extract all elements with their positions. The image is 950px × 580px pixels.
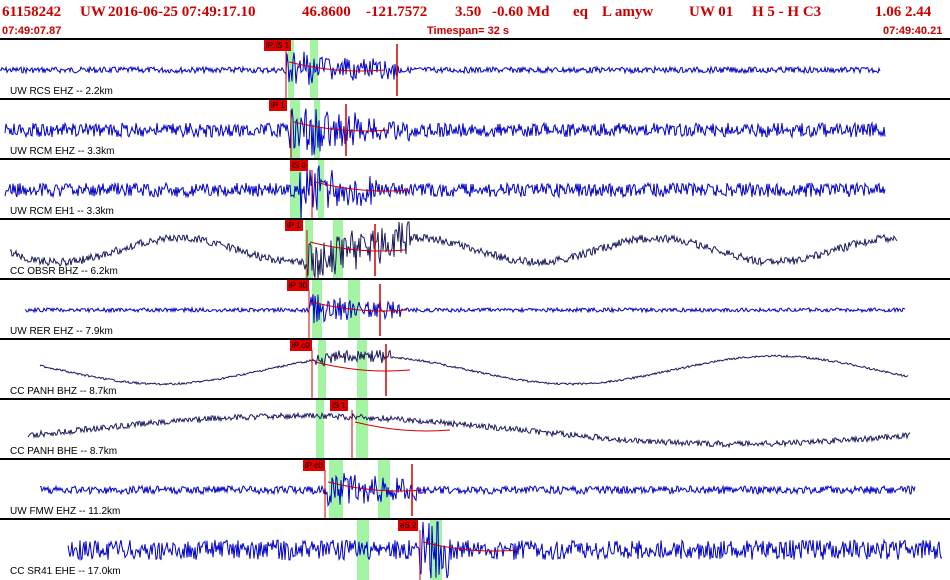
event-magnitude: -0.60 Md [492, 4, 550, 20]
phase-window-band [310, 40, 318, 100]
seismogram-panel[interactable]: iP 1 CC OBSR BHZ -- 6.2km [0, 218, 950, 280]
phase-pick-flag[interactable]: iP 30 [287, 280, 310, 291]
phase-window-band [329, 460, 343, 520]
station-label: CC SR41 EHE -- 17.0km [10, 566, 121, 577]
waveform-line [27, 411, 911, 449]
event-values: 1.06 2.44 [875, 4, 932, 20]
event-lon: -121.7572 [366, 4, 428, 20]
phase-window-band [316, 400, 324, 460]
waveform-trace [67, 521, 943, 580]
event-header: 61158242 UW 2016-06-25 07:49:17.10 46.86… [0, 0, 950, 24]
phase-pick-flag[interactable]: iP c0 [303, 460, 325, 471]
event-depth: 3.50 [455, 4, 482, 20]
phase-window-band [318, 340, 326, 400]
station-label: CC PANH BHZ -- 8.7km [10, 386, 117, 397]
waveform-line [0, 51, 881, 85]
waveform-line [39, 472, 916, 507]
phase-pick-flag[interactable]: iP c0 [290, 340, 312, 351]
waveform-trace [39, 464, 916, 520]
event-id: 61158242 [2, 4, 62, 20]
model-curve [293, 121, 390, 132]
seismogram-panel[interactable]: iS 0 UW RCM EH1 -- 3.3km [0, 158, 950, 220]
phase-window-band [333, 220, 343, 280]
station-label: UW FMW EHZ -- 11.2km [10, 506, 121, 517]
event-type: eq [573, 4, 588, 20]
model-curve [288, 61, 385, 72]
phase-window-band [356, 400, 368, 460]
event-lat: 46.8600 [302, 4, 351, 20]
phase-window-band [290, 100, 300, 160]
timespan-label: Timespan= 32 s [427, 25, 510, 37]
station-label: UW RCS EHZ -- 2.2km [10, 86, 113, 97]
waveform-trace [0, 44, 881, 100]
phase-pick-flag[interactable]: iS 1 [330, 400, 348, 411]
station-label: UW RER EHZ -- 7.9km [10, 326, 113, 337]
event-network: UW [80, 4, 106, 20]
phase-window-band [318, 160, 324, 220]
model-curve [422, 541, 519, 552]
waveform-line [4, 165, 886, 219]
phase-pick-flag[interactable]: iP 1 [269, 100, 287, 111]
seismogram-panel[interactable]: iP 1 UW RCM EHZ -- 3.3km [0, 98, 950, 160]
phase-pick-flag[interactable]: iS 0 [290, 160, 308, 171]
event-datetime: 2016-06-25 07:49:17.10 [108, 4, 256, 20]
waveform-line [24, 294, 906, 324]
event-quality: H 5 - H C3 [752, 4, 822, 20]
seismogram-panel[interactable]: iP:iS 1 UW RCS EHZ -- 2.2km [0, 38, 950, 100]
seismogram-panel[interactable]: iP 30 UW RER EHZ -- 7.9km [0, 278, 950, 340]
waveform-trace [4, 104, 886, 160]
model-curve [327, 481, 424, 492]
waveform-line [39, 349, 909, 386]
seismogram-panel[interactable]: eS 2 CC SR41 EHE -- 17.0km [0, 518, 950, 580]
model-curve [354, 421, 451, 432]
model-curve [314, 181, 411, 192]
waveform-trace [39, 344, 909, 400]
model-curve [309, 241, 406, 252]
station-label: CC PANH BHE -- 8.7km [10, 446, 118, 457]
waveform-trace [9, 221, 898, 280]
waveform-trace [27, 410, 911, 460]
seismogram-panel[interactable]: iS 1 CC PANH BHE -- 8.7km [0, 398, 950, 460]
waveform-line [67, 521, 943, 579]
phase-pick-flag[interactable]: eS 2 [398, 520, 419, 531]
start-time: 07:49:07.87 [2, 25, 62, 37]
seismogram-panels: iP:iS 1 UW RCS EHZ -- 2.2km iP 1 UW RCM EHZ… [0, 38, 950, 580]
station-label: CC OBSR BHZ -- 6.2km [10, 266, 118, 277]
seismogram-panel[interactable]: iP c0 UW FMW EHZ -- 11.2km [0, 458, 950, 520]
seismogram-panel[interactable]: iP c0 CC PANH BHZ -- 8.7km [0, 338, 950, 400]
station-label: UW RCM EH1 -- 3.3km [10, 206, 114, 217]
time-bar: 07:49:07.87 Timespan= 32 s 07:49:40.21 [0, 25, 950, 38]
waveform-line [4, 108, 886, 156]
end-time: 07:49:40.21 [883, 25, 943, 37]
event-source: UW 01 [689, 4, 734, 20]
station-label: UW RCM EHZ -- 3.3km [10, 146, 115, 157]
phase-pick-flag[interactable]: iP:iS 1 [264, 40, 292, 51]
waveform-line [9, 221, 898, 279]
phase-pick-flag[interactable]: iP 1 [285, 220, 303, 231]
waveform-trace [24, 284, 906, 340]
event-extra: L amyw [602, 4, 654, 20]
model-curve [314, 361, 411, 372]
model-curve [311, 301, 408, 312]
waveform-trace [4, 165, 886, 220]
